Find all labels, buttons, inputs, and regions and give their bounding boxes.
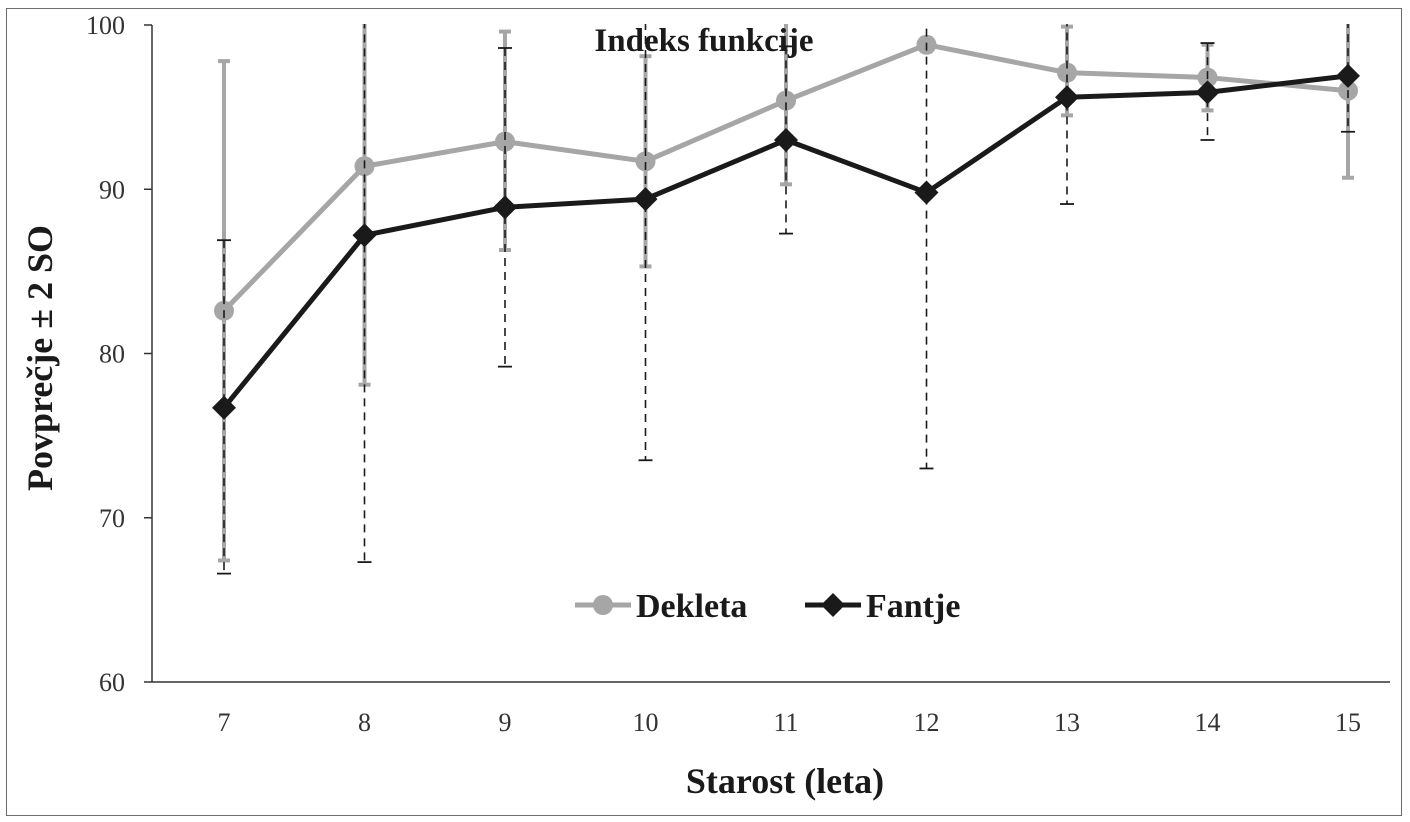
legend-marker [821, 593, 845, 617]
x-tick-labels: 7 8 9 10 11 12 13 14 15 [218, 708, 1362, 737]
points-fantje [212, 63, 1360, 420]
y-tick-label: 70 [99, 504, 125, 533]
data-point [635, 151, 656, 172]
x-tick-label: 13 [1054, 708, 1080, 737]
data-point [1195, 80, 1220, 105]
legend-label: Dekleta [636, 588, 747, 625]
x-axis-title: Starost (leta) [686, 761, 884, 801]
legend-marker [593, 595, 613, 615]
data-point [352, 223, 377, 248]
x-tick-label: 10 [633, 708, 659, 737]
data-point [774, 127, 798, 152]
data-point [776, 90, 796, 111]
data-point [914, 180, 939, 205]
legend-item-dekleta: Dekleta [575, 588, 747, 625]
series-layer [212, 24, 1360, 575]
x-tick-label: 8 [358, 708, 371, 737]
y-tick-label: 100 [86, 11, 125, 40]
y-axis-title: Povprečje ± 2 SO [20, 225, 60, 491]
x-tick-label: 9 [499, 708, 512, 737]
legend-item-fantje: Fantje [805, 588, 960, 625]
x-tick-label: 12 [914, 708, 940, 737]
y-tick-label: 80 [99, 340, 125, 369]
legend: Dekleta Fantje [575, 588, 960, 625]
x-tick-label: 14 [1195, 708, 1221, 737]
y-tick-label: 60 [99, 668, 125, 697]
legend-label: Fantje [866, 588, 960, 625]
data-point [212, 395, 236, 420]
data-point [633, 187, 658, 212]
data-point [1055, 85, 1079, 110]
x-tick-label: 7 [218, 708, 231, 737]
data-point [1336, 63, 1360, 88]
chart-title: Indeks funkcije [594, 23, 813, 59]
x-tick-label: 15 [1335, 708, 1361, 737]
y-tick-labels: 60 70 80 90 100 [86, 11, 152, 697]
data-point [1057, 62, 1077, 83]
y-tick-label: 90 [99, 175, 125, 204]
error-bars-dekleta [218, 24, 1354, 563]
data-point [493, 195, 517, 220]
x-tick-label: 11 [773, 708, 798, 737]
data-point [495, 131, 515, 152]
